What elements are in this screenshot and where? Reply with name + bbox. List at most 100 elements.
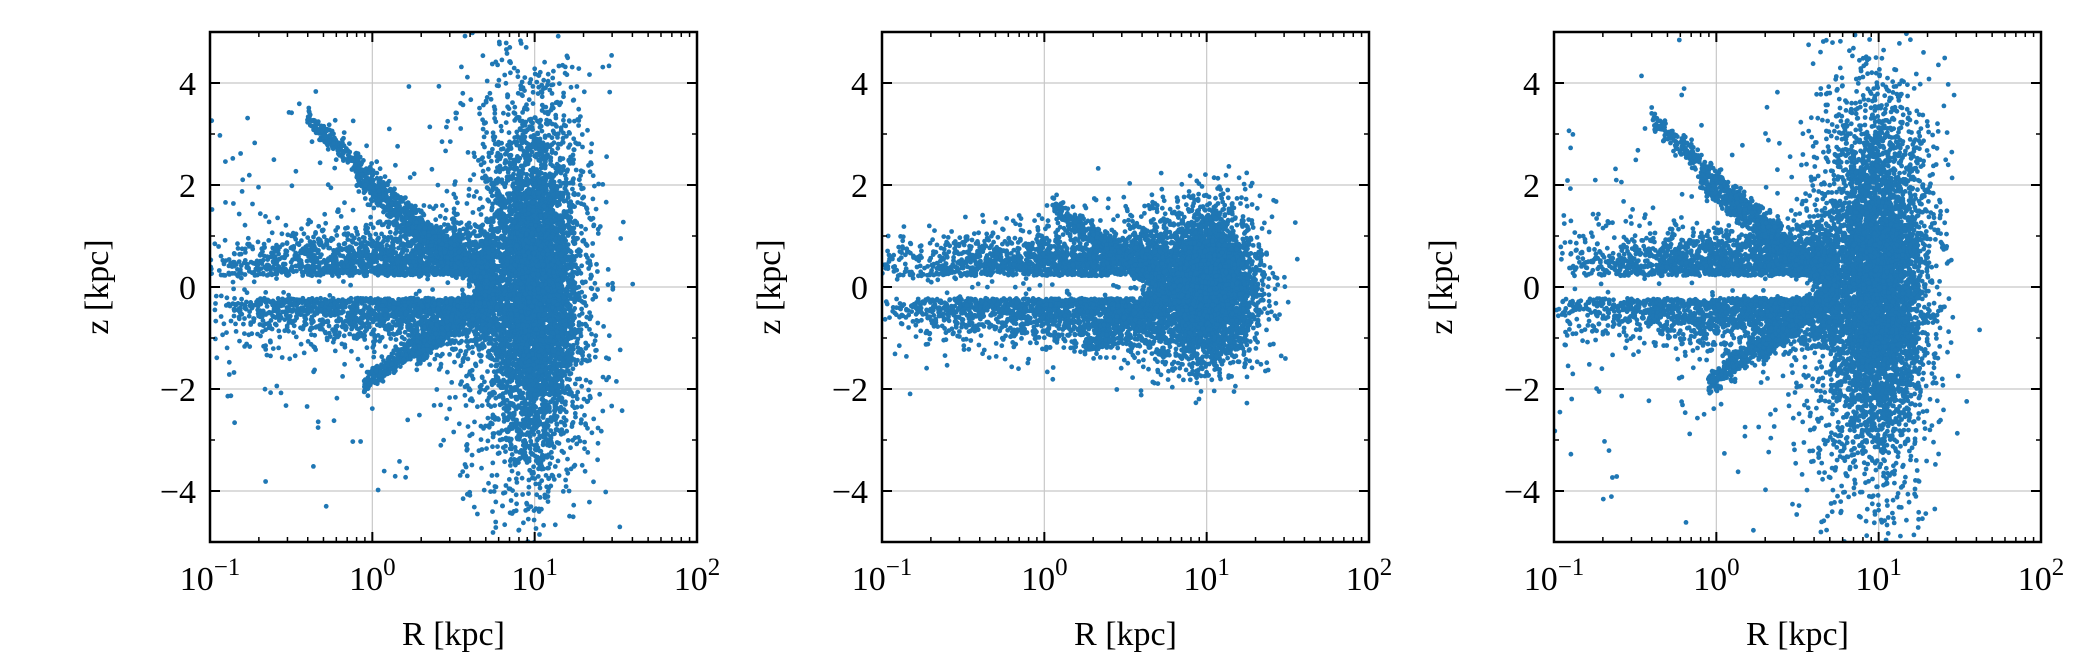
data-point bbox=[566, 265, 571, 271]
data-point bbox=[579, 404, 584, 409]
data-point bbox=[556, 473, 562, 478]
data-point bbox=[575, 192, 581, 197]
data-point bbox=[553, 212, 558, 218]
data-point bbox=[574, 396, 580, 402]
data-point bbox=[582, 439, 587, 445]
data-point bbox=[582, 468, 588, 474]
data-point bbox=[481, 487, 487, 493]
data-point bbox=[536, 422, 541, 428]
data-point bbox=[504, 379, 510, 385]
data-point bbox=[534, 152, 540, 158]
data-point bbox=[607, 297, 612, 302]
data-point bbox=[555, 393, 561, 398]
data-point bbox=[565, 191, 571, 197]
data-point bbox=[515, 74, 521, 80]
data-point bbox=[533, 326, 539, 332]
data-point bbox=[579, 306, 584, 312]
data-point bbox=[553, 150, 559, 156]
data-point bbox=[521, 353, 526, 358]
data-point bbox=[590, 241, 596, 246]
data-point bbox=[606, 374, 612, 380]
data-point bbox=[587, 379, 593, 385]
data-point bbox=[451, 191, 457, 197]
data-point bbox=[537, 485, 543, 491]
data-point bbox=[574, 235, 579, 241]
data-point bbox=[600, 374, 606, 380]
data-point bbox=[507, 458, 513, 464]
data-point bbox=[496, 368, 502, 373]
data-point bbox=[576, 177, 582, 183]
data-point bbox=[512, 445, 518, 450]
points bbox=[210, 32, 636, 548]
grid bbox=[210, 32, 697, 542]
data-point bbox=[497, 437, 503, 443]
data-point bbox=[572, 411, 578, 416]
data-point bbox=[511, 157, 517, 163]
data-point bbox=[570, 160, 576, 166]
data-point bbox=[498, 331, 503, 336]
data-point bbox=[502, 270, 508, 275]
data-point bbox=[531, 398, 537, 404]
data-point bbox=[563, 238, 569, 244]
data-point bbox=[562, 402, 568, 407]
data-point bbox=[572, 306, 578, 311]
data-point bbox=[517, 360, 523, 365]
data-point bbox=[571, 230, 577, 236]
data-point bbox=[564, 331, 569, 337]
data-point bbox=[523, 406, 529, 412]
data-point bbox=[512, 262, 518, 268]
data-point bbox=[526, 484, 532, 490]
data-point bbox=[537, 409, 543, 415]
data-point bbox=[479, 403, 485, 408]
data-point bbox=[501, 110, 506, 116]
data-point bbox=[532, 66, 538, 72]
data-point bbox=[526, 299, 532, 305]
data-point bbox=[438, 442, 444, 448]
data-point bbox=[485, 369, 490, 374]
data-point bbox=[490, 184, 496, 190]
data-point bbox=[572, 435, 578, 441]
data-point bbox=[586, 163, 591, 168]
data-point bbox=[464, 373, 469, 379]
data-point bbox=[524, 342, 530, 348]
data-point bbox=[457, 473, 463, 478]
data-point bbox=[466, 186, 472, 192]
data-point bbox=[571, 502, 577, 508]
data-point bbox=[550, 105, 556, 111]
data-point bbox=[570, 399, 575, 405]
data-point bbox=[488, 543, 493, 548]
data-point bbox=[534, 492, 540, 498]
data-point bbox=[516, 395, 522, 400]
data-point bbox=[518, 145, 524, 151]
data-point bbox=[488, 158, 494, 164]
data-point bbox=[531, 464, 536, 470]
data-point bbox=[551, 270, 556, 275]
data-point bbox=[539, 94, 545, 100]
data-point bbox=[550, 396, 556, 402]
data-point bbox=[462, 392, 468, 398]
data-point bbox=[534, 343, 540, 349]
data-point bbox=[570, 186, 575, 192]
data-point bbox=[498, 385, 504, 391]
data-point bbox=[547, 461, 553, 467]
data-point bbox=[530, 89, 536, 95]
data-point bbox=[476, 448, 482, 454]
data-point bbox=[592, 183, 597, 189]
data-point bbox=[484, 95, 490, 100]
data-point bbox=[530, 262, 536, 267]
data-point bbox=[541, 77, 547, 83]
data-point bbox=[553, 100, 559, 106]
data-point bbox=[521, 520, 526, 526]
data-point bbox=[542, 492, 548, 498]
data-point bbox=[577, 253, 583, 258]
data-point bbox=[553, 171, 559, 176]
data-point bbox=[555, 260, 561, 266]
data-point bbox=[554, 124, 559, 129]
data-point bbox=[578, 168, 584, 174]
data-point bbox=[468, 97, 474, 103]
data-point bbox=[574, 248, 580, 254]
data-point bbox=[592, 354, 598, 360]
data-point bbox=[497, 263, 502, 269]
data-point bbox=[568, 321, 573, 327]
data-point bbox=[593, 206, 599, 212]
